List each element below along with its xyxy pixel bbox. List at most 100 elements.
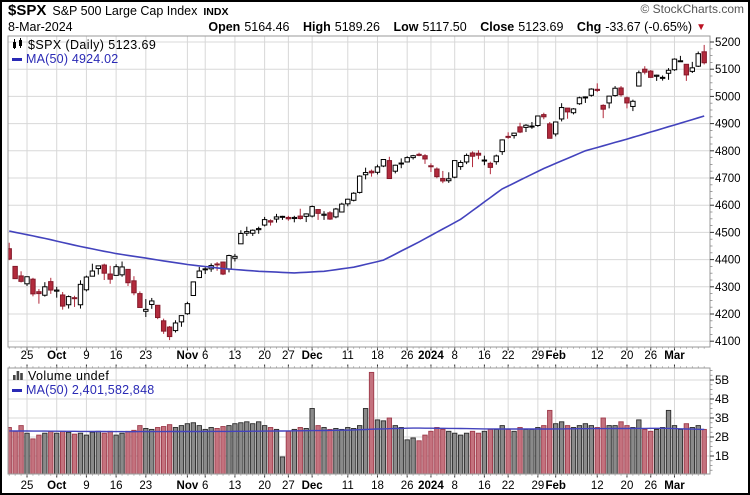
candle	[695, 53, 701, 67]
candle	[113, 266, 119, 276]
svg-text:Mar: Mar	[664, 350, 685, 362]
volume-bar	[493, 428, 499, 474]
candle	[30, 278, 36, 295]
candle	[505, 135, 511, 138]
volume-bar	[618, 421, 624, 474]
volume-bar	[481, 430, 488, 474]
svg-text:Oct: Oct	[47, 350, 66, 362]
svg-text:8: 8	[451, 350, 457, 362]
volume-bar	[422, 434, 428, 474]
svg-text:5100: 5100	[715, 64, 741, 76]
svg-text:16: 16	[478, 480, 491, 492]
price-legend: $SPX (Daily) 5123.69 MA(50) 4924.02	[12, 37, 156, 66]
candle	[618, 87, 624, 96]
ma-line-swatch	[12, 57, 22, 61]
volume-bar	[89, 431, 96, 474]
volume-bar	[345, 427, 351, 474]
volume-bar	[594, 427, 600, 474]
volume-bar	[83, 434, 90, 474]
candle	[493, 155, 499, 163]
candle	[541, 114, 547, 118]
volume-bar	[196, 425, 202, 474]
volume-bar	[475, 432, 482, 474]
volume-bar	[446, 430, 452, 474]
volume-bar	[600, 417, 606, 474]
volume-bar	[582, 423, 589, 474]
volume-bar	[547, 409, 553, 474]
candle	[143, 308, 149, 312]
svg-text:18: 18	[371, 350, 384, 362]
volume-bar	[642, 428, 648, 474]
price-legend-ma: MA(50) 4924.02	[26, 51, 119, 66]
volume-bar	[689, 427, 695, 474]
volume-bars	[8, 371, 707, 474]
volume-bar	[315, 425, 321, 474]
svg-text:4100: 4100	[715, 336, 741, 348]
volume-bar	[398, 427, 404, 474]
candle	[529, 125, 535, 128]
candle	[404, 157, 410, 163]
svg-text:4B: 4B	[715, 394, 729, 406]
volume-bar	[137, 425, 143, 474]
volume-bar	[606, 425, 612, 474]
volume-bar	[434, 427, 440, 474]
volume-bar	[232, 423, 238, 474]
candle	[333, 208, 339, 218]
down-arrow-icon: ▼	[696, 22, 706, 33]
svg-text:23: 23	[139, 350, 152, 362]
price-y-axis: 5200 5100 5000 4900 4800 4700 4600 4500 4400 4300…	[710, 37, 741, 348]
candle	[481, 159, 488, 162]
svg-text:11: 11	[342, 350, 354, 362]
volume-bar	[155, 427, 161, 474]
volume-bar	[529, 428, 535, 474]
candle	[671, 58, 678, 71]
volume-bar	[392, 425, 398, 474]
low-label: Low	[393, 20, 419, 34]
svg-text:9: 9	[83, 480, 89, 492]
candle	[624, 97, 630, 104]
volume-bar	[160, 426, 167, 474]
candle	[178, 315, 185, 323]
svg-text:27: 27	[282, 350, 295, 362]
candlestick-icon	[12, 37, 24, 53]
volume-pane-border	[7, 367, 711, 475]
volume-bar	[659, 427, 666, 474]
volume-bar	[273, 428, 280, 474]
candle	[137, 293, 143, 308]
volume-bar	[505, 428, 511, 474]
svg-text:4900: 4900	[715, 119, 741, 131]
candle	[499, 139, 505, 153]
candle	[321, 213, 327, 216]
volume-bar	[457, 434, 464, 474]
candle	[552, 121, 559, 135]
volume-bar	[380, 420, 387, 474]
volume-bar	[463, 432, 470, 474]
low-value: 5117.50	[422, 20, 467, 34]
candle	[386, 160, 393, 180]
candle	[457, 161, 464, 168]
candle	[125, 268, 131, 284]
volume-bar	[143, 428, 149, 474]
volume-legend-ma: MA(50) 2,401,582,848	[26, 382, 155, 397]
volume-bar	[499, 425, 505, 474]
candle	[303, 213, 309, 217]
chg-value: -33.67 (-0.65%)	[605, 20, 693, 34]
volume-bar	[149, 428, 155, 474]
volume-bar	[48, 430, 54, 474]
svg-text:25: 25	[21, 480, 34, 492]
volume-bar	[535, 427, 541, 474]
svg-text:13: 13	[229, 350, 242, 362]
volume-bar	[701, 428, 707, 474]
volume-ma50-line	[9, 427, 705, 433]
svg-text:Feb: Feb	[545, 480, 565, 492]
volume-bars-icon	[12, 369, 24, 384]
volume-bar	[65, 431, 72, 474]
volume-bar	[677, 428, 684, 474]
svg-text:12: 12	[591, 480, 604, 492]
svg-text:2024: 2024	[418, 350, 444, 362]
volume-bar	[404, 439, 410, 474]
candle	[261, 219, 268, 226]
volume-bar	[279, 456, 286, 474]
volume-bar	[297, 427, 303, 474]
